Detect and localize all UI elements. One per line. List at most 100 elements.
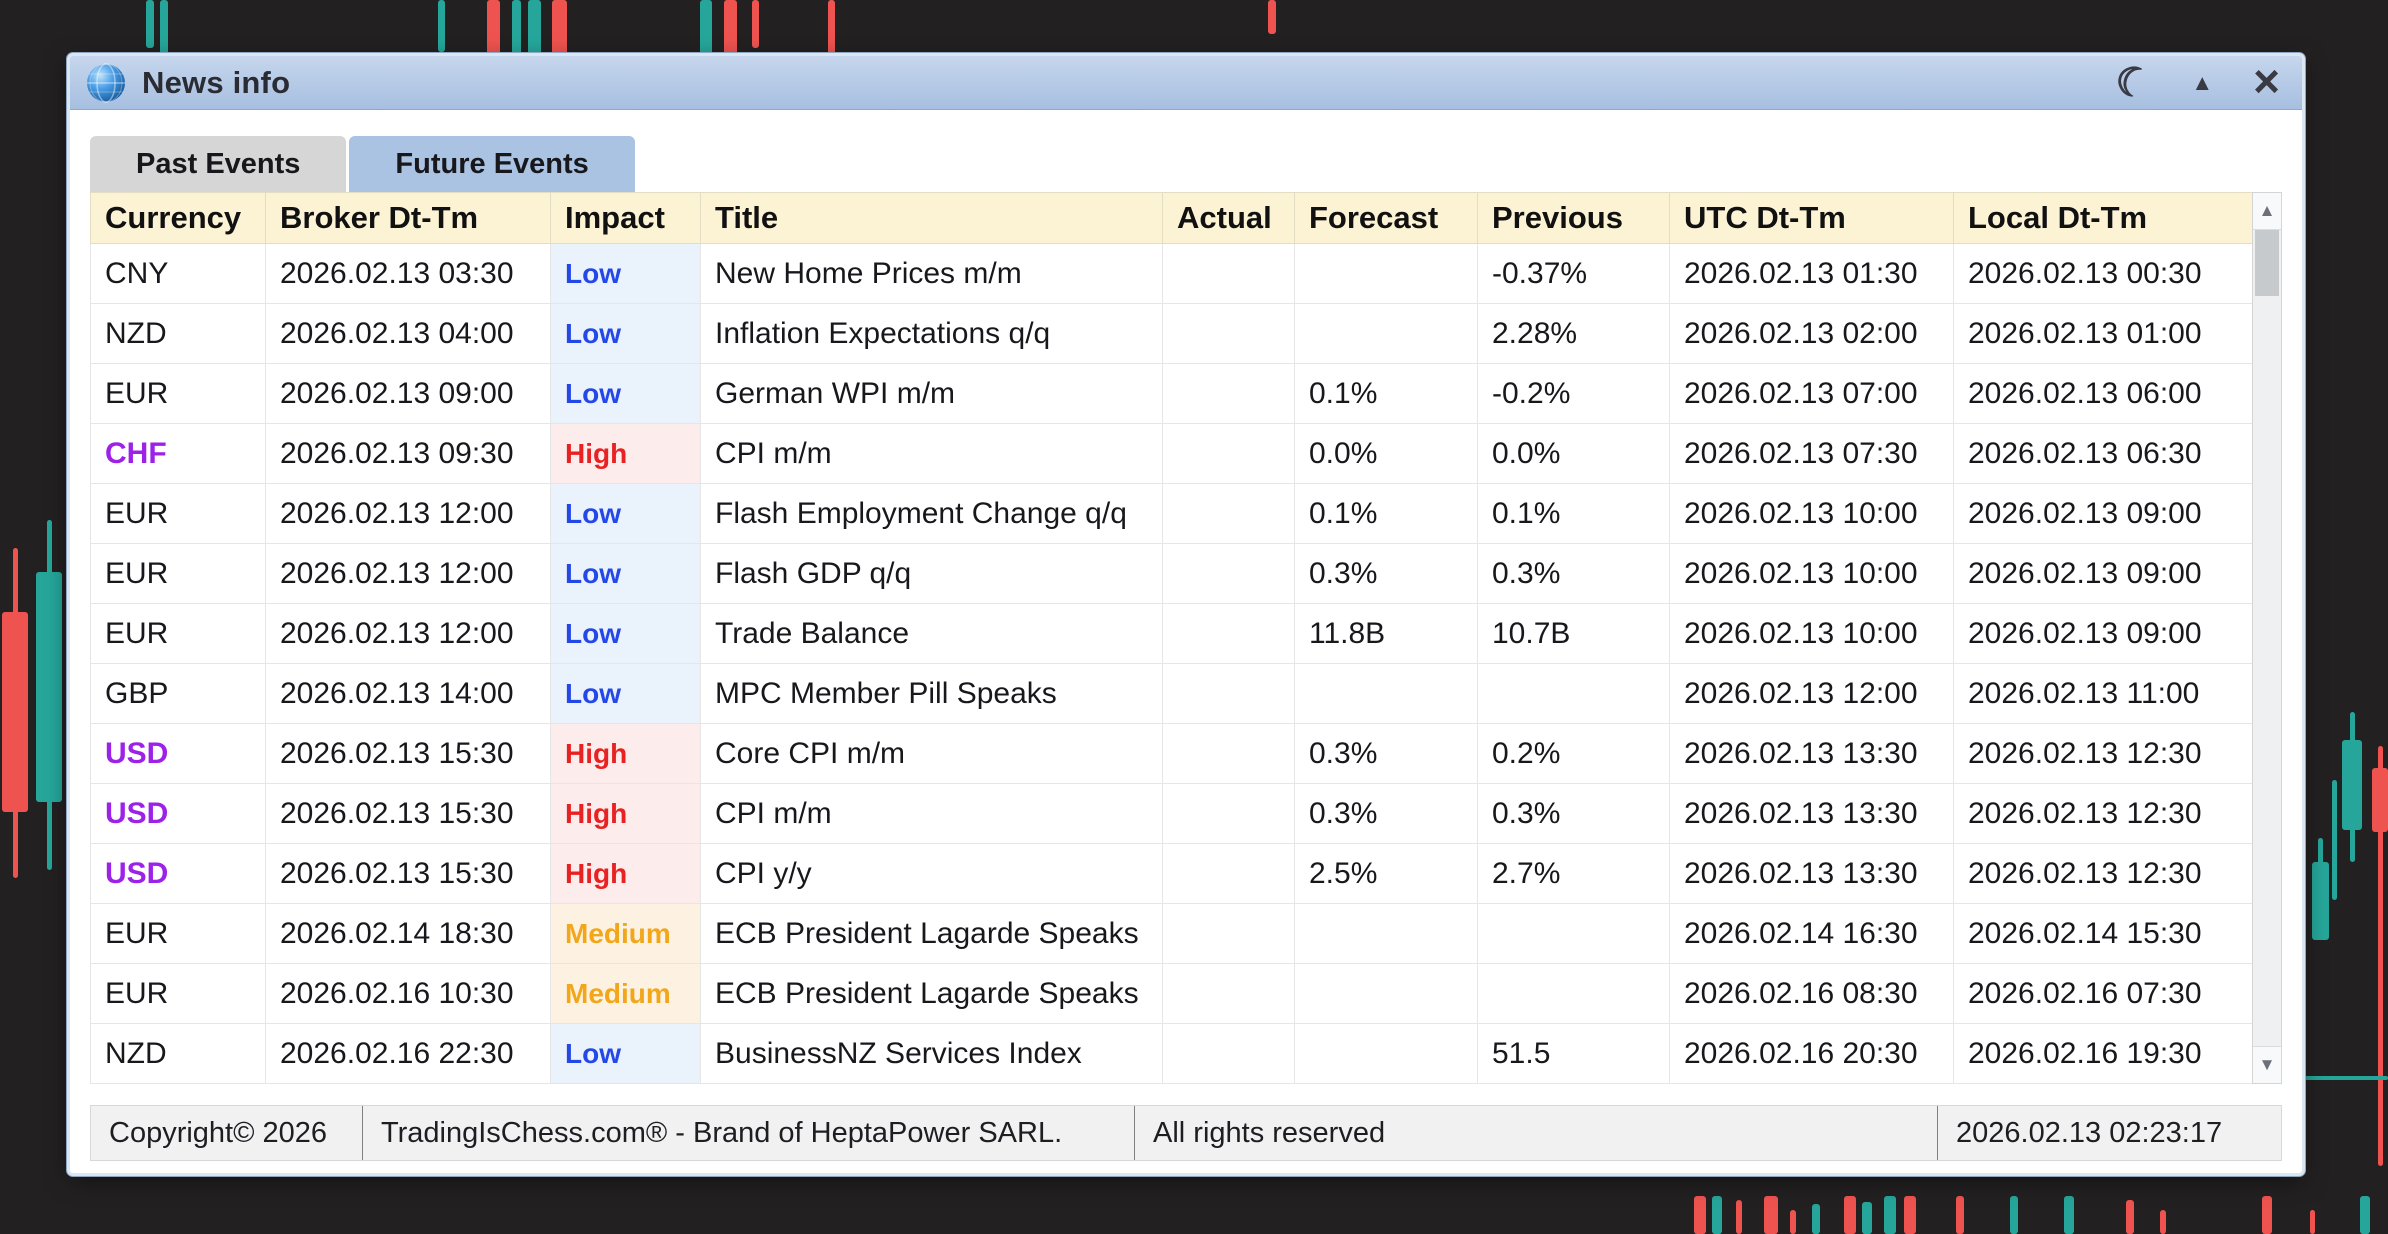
cell-broker-dt-tm: 2026.02.13 12:00 (265, 483, 551, 544)
cell-impact: Low (550, 603, 701, 664)
cell-currency: USD (90, 723, 266, 784)
candlestick-decor (36, 572, 62, 802)
cell-actual (1162, 243, 1295, 304)
cell-local-dt-tm: 2026.02.13 01:00 (1953, 303, 2253, 364)
table-row[interactable]: EUR 2026.02.16 10:30 Medium ECB Presiden… (90, 963, 2253, 1024)
col-header-local: Local Dt-Tm (1953, 192, 2253, 244)
cell-impact: Low (550, 483, 701, 544)
window-titlebar[interactable]: News info ☾ ▲ × (70, 56, 2302, 110)
cell-actual (1162, 543, 1295, 604)
cell-broker-dt-tm: 2026.02.13 12:00 (265, 603, 551, 664)
cell-impact: Medium (550, 903, 701, 964)
cell-title: ECB President Lagarde Speaks (700, 903, 1163, 964)
cell-currency: NZD (90, 303, 266, 364)
footer-timestamp: 2026.02.13 02:23:17 (1956, 1116, 2223, 1149)
cell-previous: 0.3% (1477, 543, 1670, 604)
table-row[interactable]: EUR 2026.02.14 18:30 Medium ECB Presiden… (90, 903, 2253, 964)
cell-title: MPC Member Pill Speaks (700, 663, 1163, 724)
table-row[interactable]: NZD 2026.02.16 22:30 Low BusinessNZ Serv… (90, 1023, 2253, 1084)
cell-broker-dt-tm: 2026.02.13 14:00 (265, 663, 551, 724)
candlestick-decor (2064, 1196, 2074, 1234)
cell-forecast: 2.5% (1294, 843, 1478, 904)
scrollbar-thumb[interactable] (2255, 230, 2279, 296)
scroll-up-icon[interactable]: ▲ (2253, 193, 2281, 230)
close-icon[interactable]: × (2253, 54, 2280, 107)
table-row[interactable]: GBP 2026.02.13 14:00 Low MPC Member Pill… (90, 663, 2253, 724)
table-row[interactable]: CNY 2026.02.13 03:30 Low New Home Prices… (90, 243, 2253, 304)
vertical-scrollbar[interactable]: ▲ ▼ (2252, 192, 2282, 1084)
candlestick-decor (487, 0, 500, 72)
cell-utc-dt-tm: 2026.02.13 02:00 (1669, 303, 1954, 364)
night-mode-icon[interactable]: ☾ (2109, 56, 2158, 109)
cell-actual (1162, 1023, 1295, 1084)
cell-local-dt-tm: 2026.02.13 09:00 (1953, 483, 2253, 544)
cell-utc-dt-tm: 2026.02.13 10:00 (1669, 603, 1954, 664)
candlestick-decor (2262, 1196, 2272, 1234)
col-header-broker: Broker Dt-Tm (265, 192, 551, 244)
cell-forecast (1294, 1023, 1478, 1084)
candlestick-decor (1764, 1196, 1778, 1234)
cell-broker-dt-tm: 2026.02.13 03:30 (265, 243, 551, 304)
cell-currency: EUR (90, 963, 266, 1024)
cell-currency: NZD (90, 1023, 266, 1084)
tab-future-events[interactable]: Future Events (349, 136, 635, 192)
candlestick-decor (1790, 1210, 1796, 1234)
cell-previous: 10.7B (1477, 603, 1670, 664)
candlestick-decor (1268, 0, 1276, 34)
collapse-icon[interactable]: ▲ (2191, 69, 2214, 95)
table-row[interactable]: USD 2026.02.13 15:30 High CPI m/m 0.3% 0… (90, 783, 2253, 844)
cell-local-dt-tm: 2026.02.13 00:30 (1953, 243, 2253, 304)
news-globe-icon (86, 62, 126, 103)
cell-currency: EUR (90, 603, 266, 664)
candlestick-decor (1862, 1202, 1872, 1234)
cell-impact: Low (550, 543, 701, 604)
table-row[interactable]: USD 2026.02.13 15:30 High CPI y/y 2.5% 2… (90, 843, 2253, 904)
cell-actual (1162, 903, 1295, 964)
table-row[interactable]: EUR 2026.02.13 12:00 Low Flash GDP q/q 0… (90, 543, 2253, 604)
status-bar: Copyright© 2026 TradingIsChess.com® - Br… (90, 1105, 2282, 1161)
cell-previous: 0.0% (1477, 423, 1670, 484)
candlestick-decor (1712, 1196, 1722, 1234)
table-row[interactable]: EUR 2026.02.13 09:00 Low German WPI m/m … (90, 363, 2253, 424)
cell-actual (1162, 303, 1295, 364)
cell-previous: -0.2% (1477, 363, 1670, 424)
cell-actual (1162, 843, 1295, 904)
scroll-down-icon[interactable]: ▼ (2253, 1046, 2281, 1083)
table-row[interactable]: USD 2026.02.13 15:30 High Core CPI m/m 0… (90, 723, 2253, 784)
cell-forecast: 0.0% (1294, 423, 1478, 484)
cell-title: ECB President Lagarde Speaks (700, 963, 1163, 1024)
table-row[interactable]: CHF 2026.02.13 09:30 High CPI m/m 0.0% 0… (90, 423, 2253, 484)
cell-local-dt-tm: 2026.02.13 06:30 (1953, 423, 2253, 484)
cell-previous: 2.28% (1477, 303, 1670, 364)
table-row[interactable]: EUR 2026.02.13 12:00 Low Flash Employmen… (90, 483, 2253, 544)
cell-title: CPI y/y (700, 843, 1163, 904)
cell-impact: High (550, 843, 701, 904)
candlestick-decor (2332, 780, 2337, 900)
col-header-impact: Impact (550, 192, 701, 244)
candlestick-decor (2342, 740, 2362, 830)
candlestick-decor (1736, 1200, 1742, 1234)
cell-currency: EUR (90, 903, 266, 964)
cell-forecast: 0.3% (1294, 543, 1478, 604)
cell-local-dt-tm: 2026.02.13 12:30 (1953, 843, 2253, 904)
footer-brand: TradingIsChess.com® - Brand of HeptaPowe… (363, 1106, 1135, 1160)
candlestick-decor (528, 0, 541, 72)
cell-impact: High (550, 723, 701, 784)
cell-title: German WPI m/m (700, 363, 1163, 424)
cell-forecast (1294, 243, 1478, 304)
candlestick-decor (1844, 1196, 1856, 1234)
cell-impact: High (550, 423, 701, 484)
cell-currency: CNY (90, 243, 266, 304)
tab-past-events[interactable]: Past Events (90, 136, 347, 192)
cell-currency: GBP (90, 663, 266, 724)
cell-actual (1162, 423, 1295, 484)
candlestick-decor (828, 0, 835, 58)
candlestick-decor (724, 0, 737, 70)
cell-utc-dt-tm: 2026.02.13 01:30 (1669, 243, 1954, 304)
cell-broker-dt-tm: 2026.02.13 04:00 (265, 303, 551, 364)
table-row[interactable]: NZD 2026.02.13 04:00 Low Inflation Expec… (90, 303, 2253, 364)
table-row[interactable]: EUR 2026.02.13 12:00 Low Trade Balance 1… (90, 603, 2253, 664)
candlestick-decor (2, 612, 28, 812)
candlestick-decor (2312, 862, 2329, 940)
window-title: News info (142, 64, 291, 100)
